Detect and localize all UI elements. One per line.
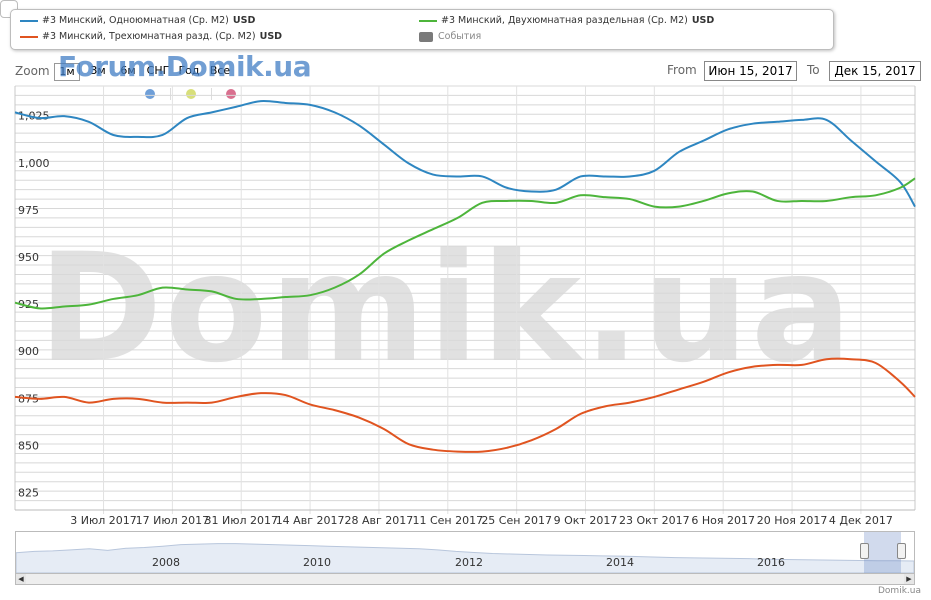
- navigator-year-2014: 2014: [606, 556, 634, 569]
- legend-unit-one-room: USD: [232, 15, 256, 26]
- zoom-button-ytd[interactable]: СНГ: [146, 64, 170, 77]
- navigator-year-2008: 2008: [152, 556, 180, 569]
- to-date-input[interactable]: Дек 15, 2017: [829, 61, 921, 81]
- y-tick-label: 1,025: [18, 110, 50, 123]
- legend-label-events: События: [438, 31, 482, 42]
- x-tick-label: 9 Окт 2017: [554, 514, 618, 527]
- legend-swatch-one-room: [20, 19, 38, 22]
- zoom-button-1m[interactable]: 1м: [54, 63, 80, 81]
- zoom-button-year[interactable]: Год: [178, 64, 200, 77]
- series-line-2: [14, 177, 916, 310]
- zoom-label: Zoom: [15, 64, 50, 78]
- x-tick-label: 17 Июл 2017: [136, 514, 210, 527]
- legend-swatch-three-room: [20, 35, 38, 38]
- navigator-year-2010: 2010: [303, 556, 331, 569]
- event-dot-pink[interactable]: [226, 89, 236, 99]
- x-tick-label: 31 Июл 2017: [204, 514, 278, 527]
- y-tick-label: 1,000: [18, 157, 50, 170]
- y-tick-label: 825: [18, 487, 39, 500]
- navigator-year-2016: 2016: [757, 556, 785, 569]
- navigator-right-handle[interactable]: [897, 543, 906, 559]
- legend-item-events[interactable]: События: [419, 31, 481, 42]
- series-lines: [14, 99, 916, 453]
- scroll-right-arrow[interactable]: ▶: [904, 574, 914, 584]
- scroll-left-arrow[interactable]: ◀: [16, 574, 26, 584]
- credit-link[interactable]: Domik.ua: [878, 586, 921, 596]
- y-axis-labels: 825 850 875 900 925 950 975 1,000 1,025: [18, 110, 50, 500]
- legend-label-two-room: #3 Минский, Двухюмнатная раздельная (Ср.…: [441, 15, 688, 26]
- grid-lines: [14, 85, 916, 514]
- scrollbar[interactable]: ◀ ▶: [15, 573, 915, 585]
- legend-swatch-two-room: [419, 19, 437, 22]
- legend-unit-two-room: USD: [691, 15, 715, 26]
- zoom-button-6m[interactable]: 6м: [120, 64, 136, 77]
- navigator-area: [16, 543, 914, 573]
- x-tick-label: 3 Июл 2017: [70, 514, 137, 527]
- x-tick-label: 4 Дек 2017: [829, 514, 893, 527]
- from-date-input[interactable]: Июн 15, 2017: [704, 61, 797, 81]
- navigator-left-handle[interactable]: [860, 543, 869, 559]
- x-tick-label: 23 Окт 2017: [619, 514, 690, 527]
- x-tick-label: 6 Ноя 2017: [691, 514, 755, 527]
- legend-unit-three-room: USD: [259, 31, 283, 42]
- event-dot-blue[interactable]: [145, 89, 155, 99]
- legend-item-two-room[interactable]: #3 Минский, Двухюмнатная раздельная (Ср.…: [419, 15, 714, 26]
- series-line-1: [14, 99, 916, 208]
- legend-label-three-room: #3 Минский, Трехюмнатная разд. (Ср. М2): [42, 31, 256, 42]
- domik-watermark: Domik.ua: [38, 222, 855, 396]
- y-tick-label: 975: [18, 204, 39, 217]
- to-label: To: [807, 63, 820, 77]
- legend: #3 Минский, Одноюмнатная (Ср. М2) USD #3…: [10, 9, 834, 50]
- zoom-button-3m[interactable]: 3м: [90, 64, 106, 77]
- navigator-selection: [864, 532, 901, 573]
- navigator-year-2012: 2012: [455, 556, 483, 569]
- y-tick-label: 925: [18, 298, 39, 311]
- series-line-3: [14, 357, 916, 453]
- x-tick-label: 14 Авг 2017: [276, 514, 345, 527]
- x-tick-label: 11 Сен 2017: [412, 514, 483, 527]
- y-tick-label: 950: [18, 251, 39, 264]
- y-tick-label: 850: [18, 439, 39, 452]
- legend-label-one-room: #3 Минский, Одноюмнатная (Ср. М2): [42, 15, 229, 26]
- event-separator: [211, 88, 212, 100]
- event-dot-yellow[interactable]: [186, 89, 196, 99]
- from-label: From: [667, 63, 697, 77]
- legend-item-three-room[interactable]: #3 Минский, Трехюмнатная разд. (Ср. М2) …: [20, 31, 282, 42]
- navigator-chart: [16, 532, 914, 573]
- x-tick-label: 25 Сен 2017: [481, 514, 552, 527]
- x-tick-label: 20 Ноя 2017: [757, 514, 828, 527]
- legend-item-one-room[interactable]: #3 Минский, Одноюмнатная (Ср. М2) USD: [20, 15, 255, 26]
- zoom-button-all[interactable]: Все: [209, 64, 231, 77]
- x-tick-label: 28 Авг 2017: [345, 514, 414, 527]
- legend-swatch-events: [419, 31, 433, 42]
- y-tick-label: 875: [18, 392, 39, 405]
- event-separator: [170, 88, 171, 100]
- y-tick-label: 900: [18, 345, 39, 358]
